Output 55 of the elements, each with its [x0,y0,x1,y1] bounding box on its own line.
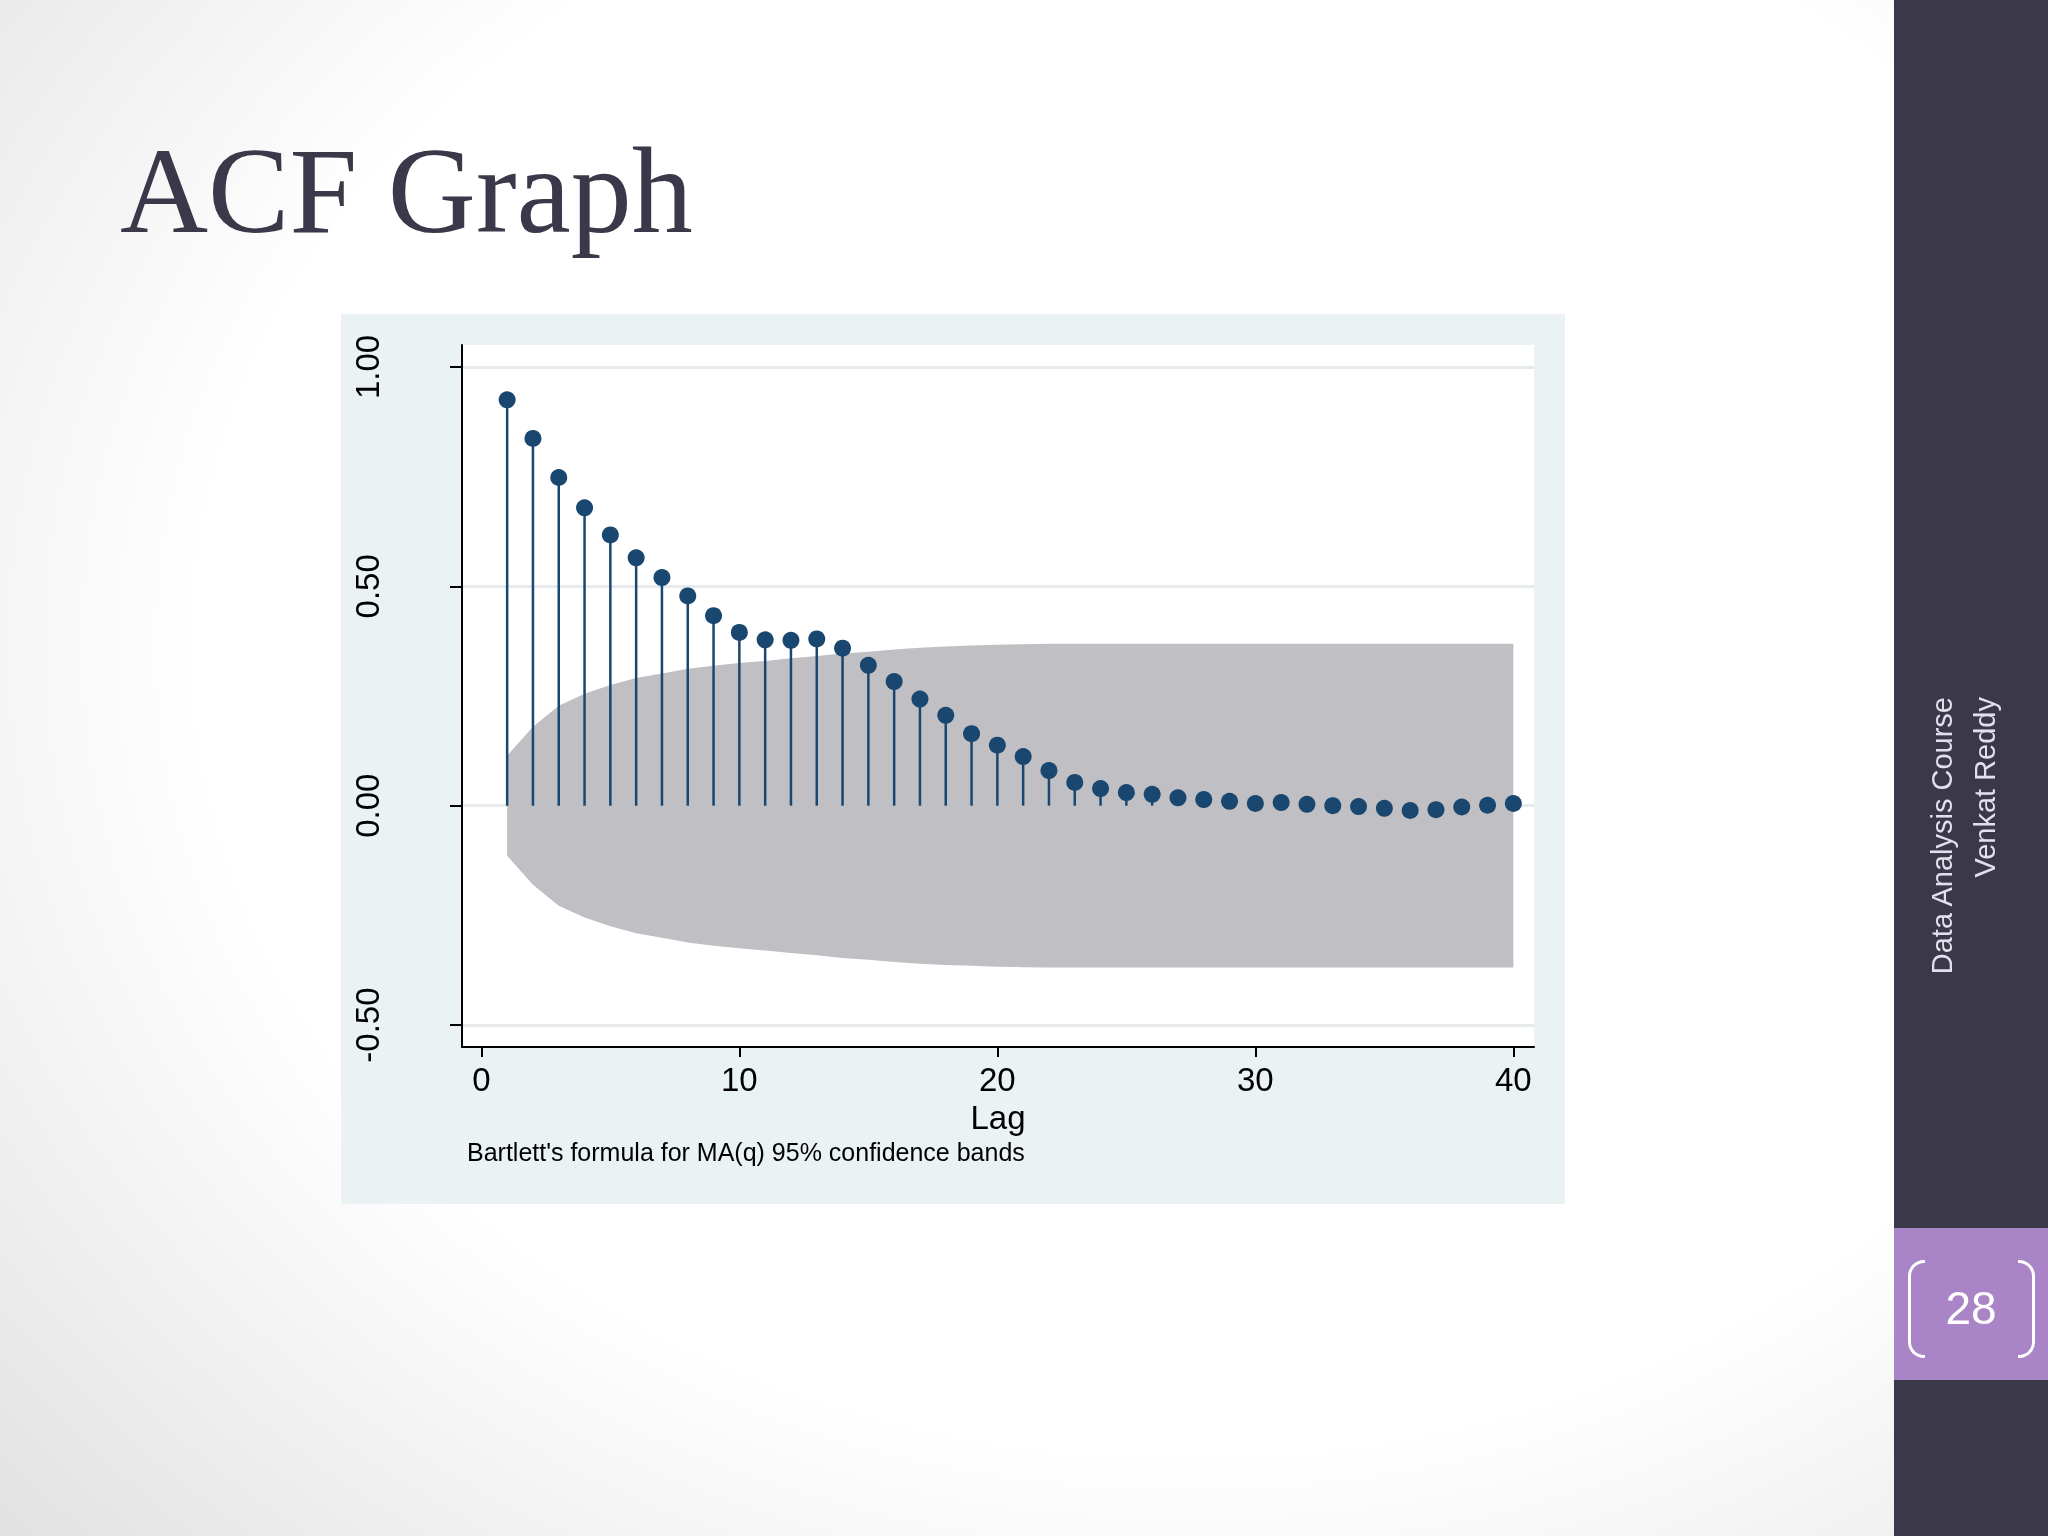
y-tick-label: 1.00 [349,334,386,400]
point [627,549,645,567]
point [1324,797,1342,815]
y-tick-label: -0.50 [349,987,386,1063]
point [1453,798,1471,816]
point [885,673,903,691]
point [1195,791,1213,809]
point [1504,795,1522,812]
point [498,391,516,409]
point [679,587,697,605]
point [1272,794,1290,812]
point [1479,796,1497,814]
x-tick-label: 0 [472,1061,491,1098]
point [1040,762,1058,780]
text: 28 [1944,1281,1998,1336]
point [1298,795,1316,813]
point [859,656,877,674]
point [782,631,800,649]
x-axis-title: Lag [970,1098,1026,1136]
y-tick-label: 0.50 [349,554,386,619]
point [550,469,568,486]
point [524,429,542,447]
point [1066,773,1084,791]
x-tick-label: 10 [720,1061,758,1098]
text: Data Analysis Course [1925,697,1959,977]
point [834,639,852,657]
point [601,526,619,544]
y-tick-label: 0.00 [349,773,386,838]
point [1350,798,1368,816]
point [730,623,748,641]
point [911,690,929,708]
text: Venkat Reddy [1968,697,2002,880]
point [1117,784,1135,802]
x-tick-label: 40 [1495,1061,1532,1098]
text: Bartlett's formula for MA(q) 95% confidence bands [467,1137,1025,1167]
point [1401,802,1419,820]
point [576,499,594,517]
point [808,630,826,648]
point [1427,801,1445,819]
point [963,725,981,743]
x-tick-label: 20 [979,1061,1016,1098]
point [1014,748,1032,766]
point [1143,785,1161,803]
point [1246,795,1264,812]
point [705,607,723,625]
x-tick-label: 30 [1237,1061,1274,1098]
point [653,569,671,587]
point [1375,799,1393,817]
point [937,706,955,724]
point [1092,780,1110,798]
chart-title: ACF Graph [120,123,693,259]
point [1221,792,1239,810]
point [1169,789,1187,807]
point [988,736,1006,754]
point [756,631,774,649]
